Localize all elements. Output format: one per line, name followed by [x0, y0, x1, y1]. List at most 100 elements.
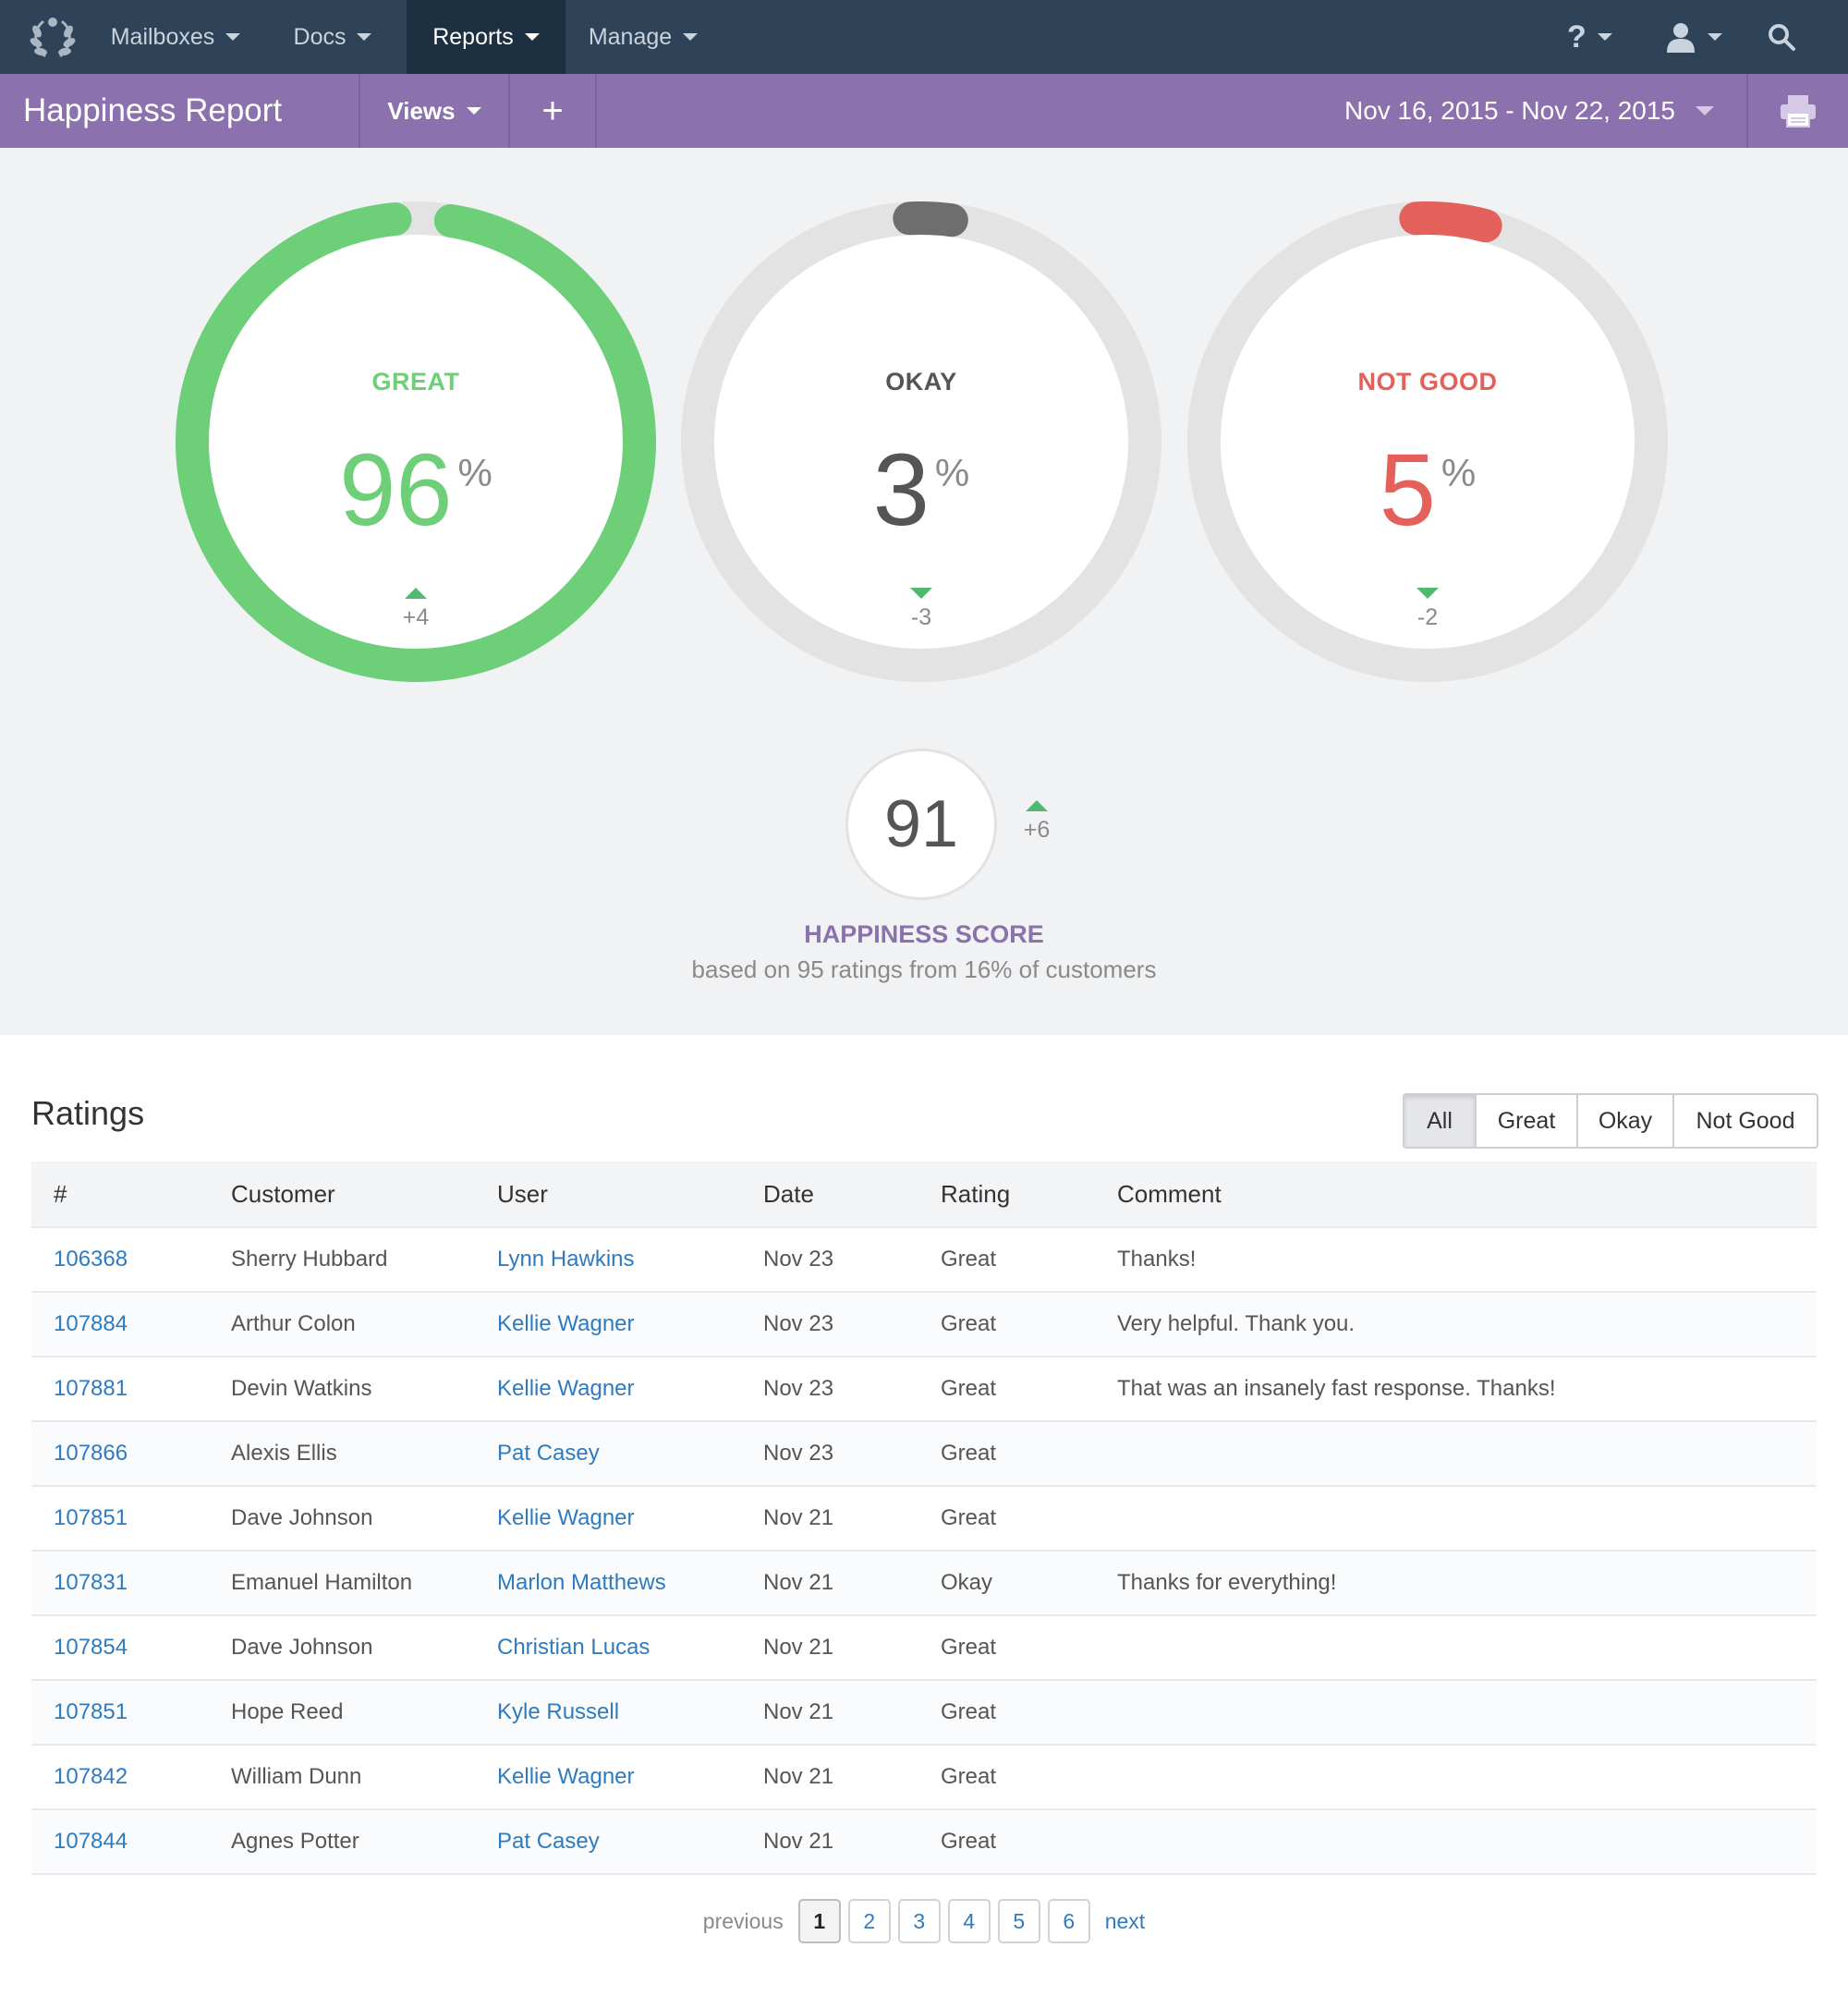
gauge-arc [681, 201, 1161, 682]
trend-down-icon [910, 588, 932, 599]
filter-okay-button[interactable]: Okay [1576, 1095, 1672, 1147]
nav-manage-label: Manage [588, 23, 673, 50]
gauge-arc [1187, 201, 1668, 682]
ticket-id-link[interactable]: 107884 [54, 1311, 128, 1336]
add-view-button[interactable]: + [510, 74, 595, 148]
table-body: 106368 Sherry Hubbard Lynn Hawkins Nov 23 Gr… [31, 1226, 1817, 1873]
gauge-label: NOT GOOD [1357, 368, 1498, 396]
user-link[interactable]: Kellie Wagner [497, 1764, 635, 1789]
user-link[interactable]: Pat Casey [497, 1441, 600, 1466]
table-row: 107884 Arthur Colon Kellie Wagner Nov 23 Gre… [31, 1291, 1817, 1356]
column-header-date[interactable]: Date [763, 1180, 814, 1208]
filter-not-good-button[interactable]: Not Good [1672, 1095, 1817, 1147]
gauge-percent: 3 [872, 433, 930, 547]
ticket-id-link[interactable]: 107844 [54, 1829, 128, 1854]
rating-date: Nov 21 [763, 1570, 834, 1595]
gauge-change-value: -2 [1416, 604, 1439, 630]
nav-manage[interactable]: Manage [578, 0, 708, 74]
column-header-customer[interactable]: Customer [231, 1180, 335, 1208]
table-row: 107844 Agnes Potter Pat Casey Nov 21 Great [31, 1808, 1817, 1873]
customer-name: Agnes Potter [231, 1829, 359, 1854]
page-button[interactable]: 3 [897, 1899, 941, 1943]
user-link[interactable]: Christian Lucas [497, 1635, 650, 1660]
ratings-title: Ratings [31, 1094, 145, 1132]
search-icon [1769, 24, 1795, 51]
rating-date: Nov 23 [763, 1247, 834, 1272]
pagination-next[interactable]: next [1104, 1908, 1146, 1933]
page-button[interactable]: 2 [847, 1899, 891, 1943]
page-button[interactable]: 6 [1047, 1899, 1090, 1943]
user-link[interactable]: Pat Casey [497, 1829, 600, 1854]
nav-docs[interactable]: Docs [286, 0, 379, 74]
ticket-id-link[interactable]: 107851 [54, 1505, 128, 1530]
page-title: Happiness Report [23, 92, 283, 128]
rating-value: Great [941, 1764, 997, 1789]
customer-name: Dave Johnson [231, 1505, 373, 1530]
column-header-user[interactable]: User [497, 1180, 548, 1208]
column-header-id[interactable]: # [54, 1180, 67, 1208]
customer-name: William Dunn [231, 1764, 362, 1789]
user-link[interactable]: Kellie Wagner [497, 1505, 635, 1530]
happiness-score-value: 91 [845, 748, 997, 900]
rating-comment: Very helpful. Thank you. [1117, 1311, 1356, 1336]
page-button[interactable]: 1 [797, 1899, 841, 1943]
views-dropdown[interactable]: Views [360, 74, 508, 148]
user-link[interactable]: Kellie Wagner [497, 1376, 635, 1401]
filter-great-button[interactable]: Great [1475, 1095, 1576, 1147]
pagination-previous[interactable]: previous [702, 1908, 784, 1933]
divider [1746, 74, 1748, 148]
column-header-comment[interactable]: Comment [1117, 1180, 1222, 1208]
trend-down-icon [1416, 588, 1439, 599]
chevron-down-icon [225, 33, 241, 41]
nav-reports[interactable]: Reports [407, 0, 565, 74]
customer-name: Dave Johnson [231, 1635, 373, 1660]
ratings-table: # Customer User Date Rating Comment 1063… [31, 1162, 1817, 1875]
score-change: +6 [1016, 800, 1057, 844]
page-button[interactable]: 4 [947, 1899, 991, 1943]
print-button[interactable] [1748, 74, 1848, 148]
search-button[interactable] [1767, 0, 1796, 74]
page-button[interactable]: 5 [997, 1899, 1040, 1943]
date-range-picker[interactable]: Nov 16, 2015 - Nov 22, 2015 [1344, 74, 1714, 148]
rating-value: Great [941, 1699, 997, 1724]
table-row: 107851 Hope Reed Kyle Russell Nov 21 Great [31, 1679, 1817, 1744]
rating-filter-group: All Great Okay Not Good [1403, 1093, 1818, 1149]
ticket-id-link[interactable]: 107881 [54, 1376, 128, 1401]
user-link[interactable]: Kellie Wagner [497, 1311, 635, 1336]
table-row: 106368 Sherry Hubbard Lynn Hawkins Nov 23 Gr… [31, 1226, 1817, 1291]
user-menu[interactable] [1665, 0, 1722, 74]
rating-value: Great [941, 1441, 997, 1466]
rating-date: Nov 21 [763, 1829, 834, 1854]
ticket-id-link[interactable]: 107842 [54, 1764, 128, 1789]
top-navigation: Mailboxes Docs Reports Manage ? [0, 0, 1848, 74]
ticket-id-link[interactable]: 107854 [54, 1635, 128, 1660]
column-header-rating[interactable]: Rating [941, 1180, 1011, 1208]
rating-value: Great [941, 1505, 997, 1530]
ticket-id-link[interactable]: 107851 [54, 1699, 128, 1724]
logo-icon[interactable] [28, 13, 78, 63]
rating-date: Nov 21 [763, 1699, 834, 1724]
ticket-id-link[interactable]: 106368 [54, 1247, 128, 1272]
nav-mailboxes[interactable]: Mailboxes [102, 0, 249, 74]
rating-value: Okay [941, 1570, 993, 1595]
nav-reports-label: Reports [432, 23, 514, 50]
rating-comment: Thanks! [1117, 1247, 1197, 1272]
gauge-ring [681, 201, 1161, 682]
ticket-id-link[interactable]: 107866 [54, 1441, 128, 1466]
gauge-not-good: NOT GOOD 5% -2 [1187, 201, 1668, 682]
pagination: previous 1 2 3 4 5 6 next [0, 1898, 1848, 1944]
filter-all-button[interactable]: All [1404, 1095, 1475, 1147]
chevron-down-icon [357, 33, 372, 41]
chevron-down-icon [1696, 106, 1714, 116]
ticket-id-link[interactable]: 107831 [54, 1570, 128, 1595]
user-link[interactable]: Marlon Matthews [497, 1570, 666, 1595]
user-link[interactable]: Kyle Russell [497, 1699, 620, 1724]
print-icon [1781, 95, 1816, 128]
customer-name: Devin Watkins [231, 1376, 372, 1401]
gauge-label: GREAT [371, 368, 460, 396]
user-link[interactable]: Lynn Hawkins [497, 1247, 635, 1272]
gauge-change-value: +4 [402, 604, 430, 630]
help-menu[interactable]: ? [1567, 0, 1612, 74]
date-range-label: Nov 16, 2015 - Nov 22, 2015 [1343, 96, 1675, 125]
nav-mailboxes-label: Mailboxes [110, 23, 215, 50]
